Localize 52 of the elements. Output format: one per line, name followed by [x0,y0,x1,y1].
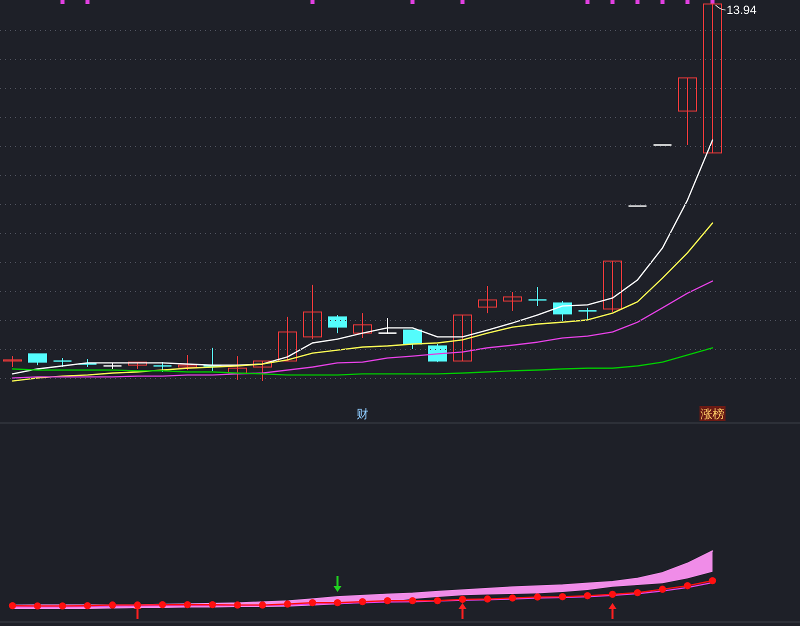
candlestick [353,312,372,339]
candlestick [328,314,347,334]
point [684,582,692,590]
candlestick [603,260,622,313]
candlestick [378,318,398,334]
point [34,602,42,610]
point [184,601,192,608]
candlestick [578,307,598,320]
point [308,599,316,606]
point [258,601,266,609]
point [84,602,92,610]
point [508,594,516,602]
point [58,602,66,610]
point [608,590,616,598]
point [334,599,342,606]
text: 13.94 [726,3,757,17]
point [384,597,392,604]
text: 财 [356,407,368,421]
candlestick [52,358,72,368]
point [458,596,466,603]
point [284,600,292,608]
candlestick [678,77,697,146]
candlestick [453,314,472,362]
point [134,601,142,609]
point [358,598,366,606]
candlestick [253,360,272,382]
point [484,595,492,603]
candlestick [428,344,447,363]
point [708,577,716,584]
point [8,602,16,610]
point [158,601,166,608]
point [408,597,416,604]
text: 涨榜 [700,407,724,421]
point [558,593,566,600]
point [234,601,242,609]
point [584,592,592,600]
candlestick [278,316,297,362]
point [434,597,442,604]
candlestick [403,330,422,350]
candlestick [503,292,522,312]
point [634,589,642,596]
candlestick [178,354,197,371]
point [208,601,216,608]
candlestick [528,286,548,306]
candlestick [478,285,497,314]
point [658,586,666,593]
point [108,601,116,609]
candlestick [152,362,172,372]
candlestick [28,353,47,366]
candlestick [3,356,22,368]
candlestick [303,284,322,340]
point [534,593,542,601]
